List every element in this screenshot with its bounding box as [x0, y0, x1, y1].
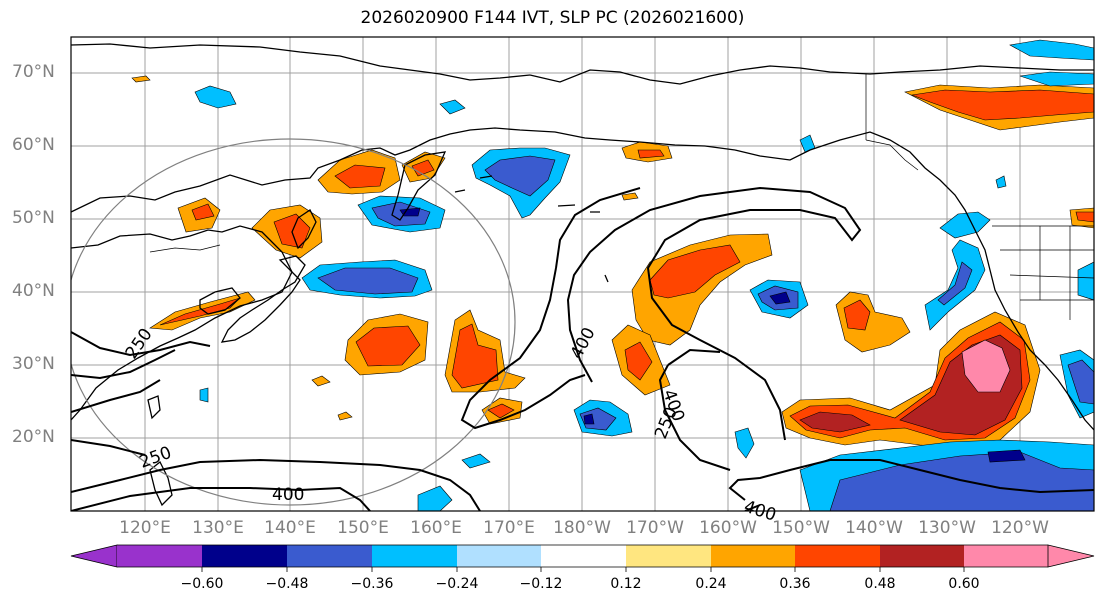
colorbar-tick-label: 0.12: [610, 576, 642, 592]
lon-label: 160°E: [410, 518, 462, 538]
lat-label: 50°N: [12, 208, 55, 228]
lon-label: 160°W: [699, 518, 757, 538]
colorbar-bin: [711, 545, 795, 567]
colorbar-bin: [541, 545, 626, 567]
lon-label: 150°E: [337, 518, 389, 538]
lon-label: 120°E: [119, 518, 171, 538]
colorbar-tick-label: 0.60: [948, 576, 980, 592]
lon-label: 170°W: [626, 518, 684, 538]
colorbar-tick-label: −0.60: [180, 576, 224, 592]
colorbar-tick-label: −0.36: [350, 576, 394, 592]
colorbar-bin: [880, 545, 964, 567]
borders: [149, 74, 1094, 320]
contour-label: 400: [272, 485, 304, 505]
lon-label: 130°W: [918, 518, 976, 538]
map-title: 2026020900 F144 IVT, SLP PC (2026021600): [360, 8, 745, 28]
map-frame: [70, 36, 1095, 512]
lon-label: 180°W: [553, 518, 611, 538]
colorbar-tick-label: −0.24: [435, 576, 479, 592]
negative-anomaly-shading: [194, 39, 1094, 511]
colorbar-bin: [795, 545, 880, 567]
lat-label: 70°N: [12, 62, 55, 82]
positive-anomaly-shading: [131, 75, 1094, 449]
lat-label: 30°N: [12, 354, 55, 374]
colorbar-bin: [457, 545, 541, 567]
coastlines: [71, 43, 1094, 507]
lon-label: 140°W: [845, 518, 903, 538]
colorbar-bin: [287, 545, 372, 567]
colorbar-bin: [202, 545, 287, 567]
colorbar: [70, 544, 1095, 572]
lon-label: 120°W: [991, 518, 1049, 538]
colorbar-tick-label: −0.48: [265, 576, 309, 592]
colorbar-bin: [117, 545, 202, 567]
colorbar-bin: [372, 545, 457, 567]
colorbar-min-extension: [70, 544, 118, 568]
colorbar-bin: [964, 545, 1048, 567]
lon-label: 130°E: [192, 518, 244, 538]
colorbar-tick-label: 0.24: [695, 576, 727, 592]
lon-label: 150°W: [772, 518, 830, 538]
lon-label: 170°E: [483, 518, 535, 538]
lat-label: 20°N: [12, 427, 55, 447]
colorbar-tick-label: 0.48: [864, 576, 896, 592]
slp-contours: [71, 186, 1094, 511]
colorbar-max-extension: [1047, 544, 1095, 568]
range-circle: [71, 138, 516, 506]
lat-label: 40°N: [12, 281, 55, 301]
colorbar-tick-label: 0.36: [779, 576, 811, 592]
lon-label: 140°E: [264, 518, 316, 538]
colorbar-bin: [626, 545, 711, 567]
lat-label: 60°N: [12, 135, 55, 155]
colorbar-tick-label: −0.12: [519, 576, 563, 592]
